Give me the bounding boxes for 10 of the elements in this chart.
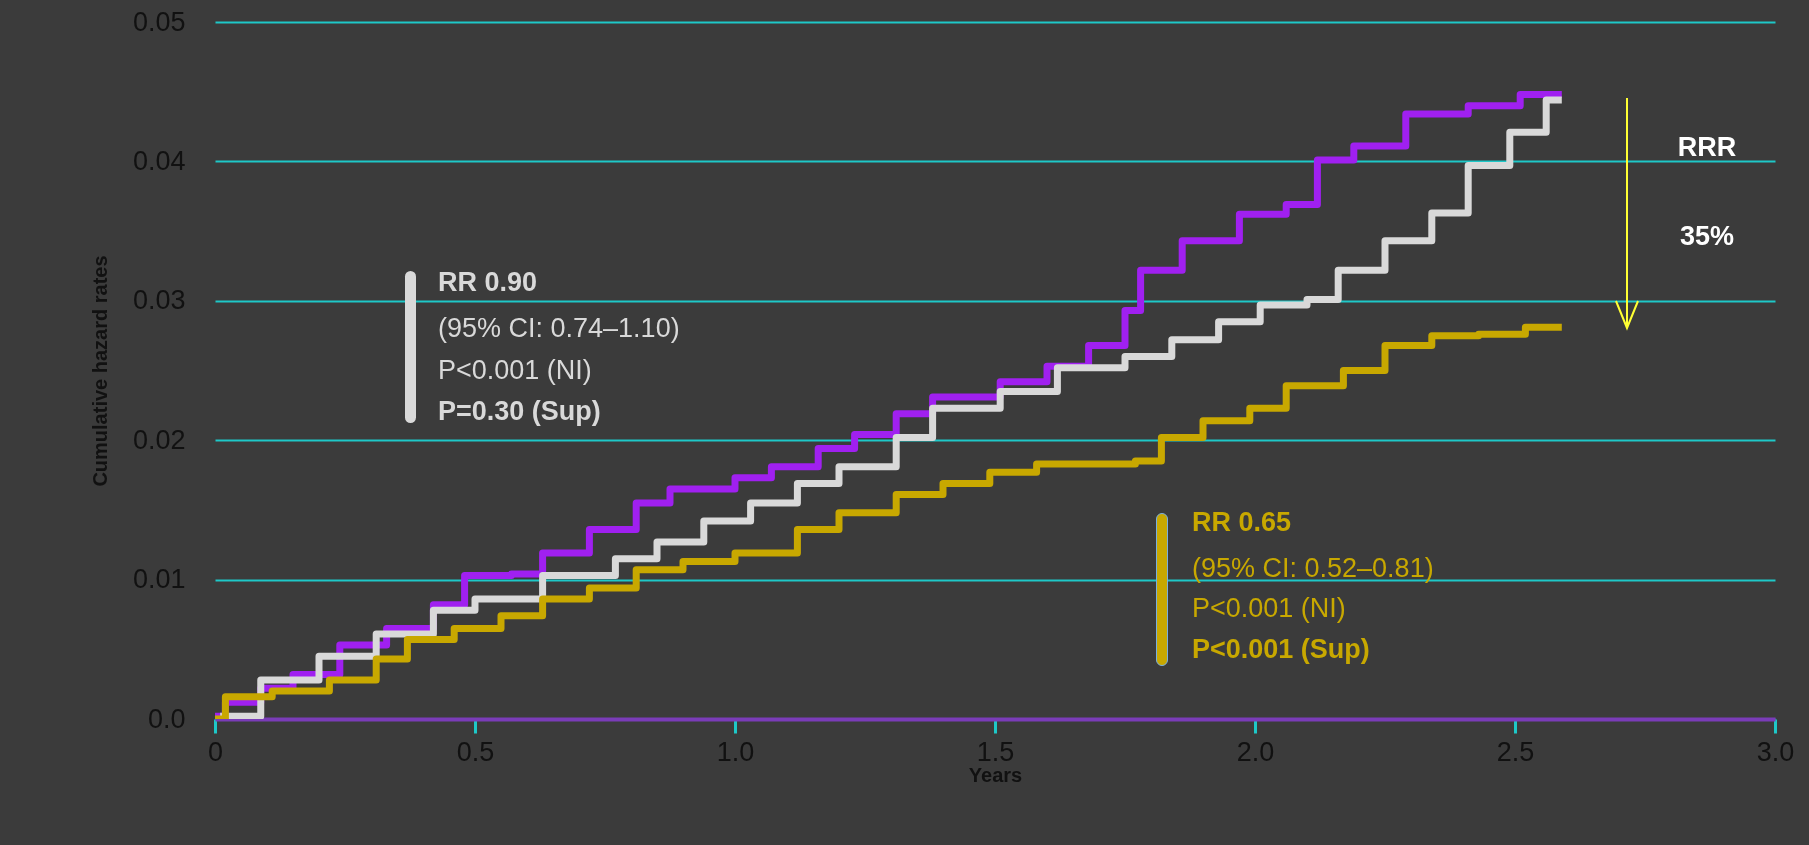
annotation: P=0.30 (Sup) xyxy=(438,396,601,426)
annotation: P<0.001 (Sup) xyxy=(1192,634,1370,664)
annotation: RR 0.65 xyxy=(1192,507,1292,537)
annotation: RR 0.90 xyxy=(438,267,538,297)
annotation: (95% CI: 0.74–1.10) xyxy=(438,313,680,343)
annotation: 35% xyxy=(1679,221,1735,251)
annotation: P<0.001 (NI) xyxy=(438,355,592,385)
annotation: P<0.001 (NI) xyxy=(1192,593,1346,623)
annotation: (95% CI: 0.52–0.81) xyxy=(1192,553,1434,583)
annotation: RRR xyxy=(1677,132,1737,162)
